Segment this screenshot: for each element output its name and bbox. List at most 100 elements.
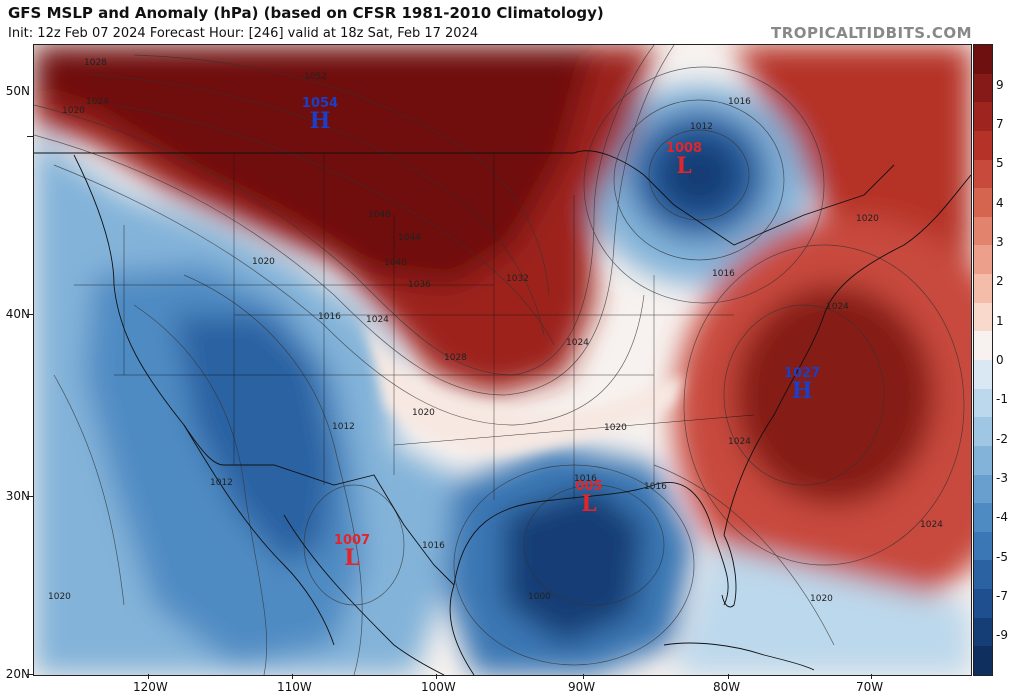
isobar-label: 1016 [712, 269, 735, 279]
colorbar-segment [974, 159, 992, 189]
isobar-label: 1016 [574, 474, 597, 484]
isobar-label: 1044 [398, 233, 421, 243]
colorbar-segment [974, 245, 992, 275]
center-value: 1054 [301, 96, 339, 111]
colorbar-segment [974, 188, 992, 218]
high-pressure-center: 1027 H [780, 366, 824, 404]
colorbar-segment [974, 560, 992, 590]
isobar-label: 1020 [810, 594, 833, 604]
center-letter: H [309, 108, 331, 134]
isobar-label: 1024 [366, 315, 389, 325]
map-title: GFS MSLP and Anomaly (hPa) (based on CFS… [8, 4, 604, 22]
neutral-band-path [364, 315, 684, 455]
isobar-label: 1020 [412, 408, 435, 418]
colorbar-label: 4 [996, 196, 1004, 210]
isobar [523, 484, 665, 606]
low-pressure-center: 005 L [567, 479, 611, 517]
lat-label-40n: 40N [5, 307, 30, 321]
isobar [113, 104, 555, 346]
isobar-label: 1052 [304, 72, 327, 82]
colorbar-label: -9 [996, 628, 1008, 642]
isobar [613, 99, 785, 261]
colorbar-label: 5 [996, 156, 1004, 170]
center-value: 1027 [783, 366, 821, 381]
center-letter: H [791, 378, 813, 404]
lon-tick [583, 674, 584, 679]
center-value: 1008 [665, 141, 703, 156]
canada-us-border [34, 150, 895, 246]
isobar-label: 1048 [368, 210, 391, 220]
isobar-label: 1036 [408, 280, 431, 290]
lon-label-110w: 110W [277, 680, 312, 694]
colorbar-segment [974, 302, 992, 332]
isobar-label: 1028 [84, 58, 107, 68]
lon-label-90w: 90W [568, 680, 596, 694]
baja-california [183, 424, 335, 646]
isobar-label: 1024 [920, 520, 943, 530]
low-pressure-center: 1008 L [662, 141, 706, 179]
anomaly-colorbar [973, 44, 993, 676]
lon-label-80w: 80W [713, 680, 741, 694]
isobar [93, 74, 545, 336]
negative-anomaly-great-lakes-center [659, 137, 739, 213]
isobar-label: 1024 [728, 437, 751, 447]
colorbar-segment [974, 617, 992, 647]
colorbar-segment [974, 531, 992, 561]
isobar-label: 1028 [444, 353, 467, 363]
east-coast [723, 174, 971, 536]
colorbar-segment [974, 445, 992, 476]
lon-tick [148, 674, 149, 679]
isobar-label: 1016 [318, 312, 341, 322]
center-letter: L [581, 491, 597, 517]
lat-label-50n: 50N [5, 84, 30, 98]
isobar [648, 129, 750, 221]
colorbar-segment [974, 474, 992, 504]
center-value: 1007 [333, 533, 371, 548]
colorbar-segment [974, 646, 992, 676]
isobar [34, 45, 675, 396]
political-borders [34, 150, 971, 675]
negative-anomaly-gulf-core [504, 485, 644, 645]
positive-anomaly-north-core [34, 45, 594, 285]
colorbar-segment [974, 503, 992, 533]
isobar [723, 304, 885, 486]
state-border [393, 414, 755, 446]
mexico-west-coast [283, 514, 445, 675]
isobar [34, 45, 655, 376]
colorbar-segment [974, 130, 992, 161]
positive-anomaly-atlantic-core [734, 285, 934, 505]
colorbar-label: 1 [996, 314, 1004, 328]
anomaly-map [34, 45, 971, 675]
isobar-label: 1016 [728, 97, 751, 107]
us-west-coast [73, 154, 225, 466]
site-watermark[interactable]: TROPICALTIDBITS.COM [771, 24, 972, 42]
gulf-coast [453, 482, 729, 606]
florida [721, 534, 737, 608]
us-mexico-border [224, 464, 455, 586]
isobar-label: 1024 [826, 302, 849, 312]
colorbar-label: -4 [996, 510, 1008, 524]
isobar [133, 304, 268, 675]
isobar-label: 1016 [422, 541, 445, 551]
lon-tick [728, 674, 729, 679]
colorbar-label: -7 [996, 589, 1008, 603]
colorbar-label: 0 [996, 353, 1004, 367]
colorbar-segment [974, 274, 992, 304]
colorbar-label: 9 [996, 78, 1004, 92]
cuba [663, 642, 815, 671]
colorbar-segment [974, 360, 992, 390]
isobar-label: 1012 [210, 478, 233, 488]
isobar-label: 1020 [62, 106, 85, 116]
colorbar-segment [974, 45, 992, 75]
colorbar-segment [974, 589, 992, 619]
isobar-label: 1024 [566, 338, 589, 348]
neutral-band [364, 315, 684, 455]
low-pressure-center: 1007 L [330, 533, 374, 571]
lon-tick [871, 674, 872, 679]
map-area[interactable] [33, 44, 972, 676]
lon-tick [436, 674, 437, 679]
lon-label-100w: 100W [421, 680, 456, 694]
isobar-label: 1040 [384, 258, 407, 268]
isobar-label: 1024 [86, 97, 109, 107]
isobar-label: 1016 [644, 482, 667, 492]
